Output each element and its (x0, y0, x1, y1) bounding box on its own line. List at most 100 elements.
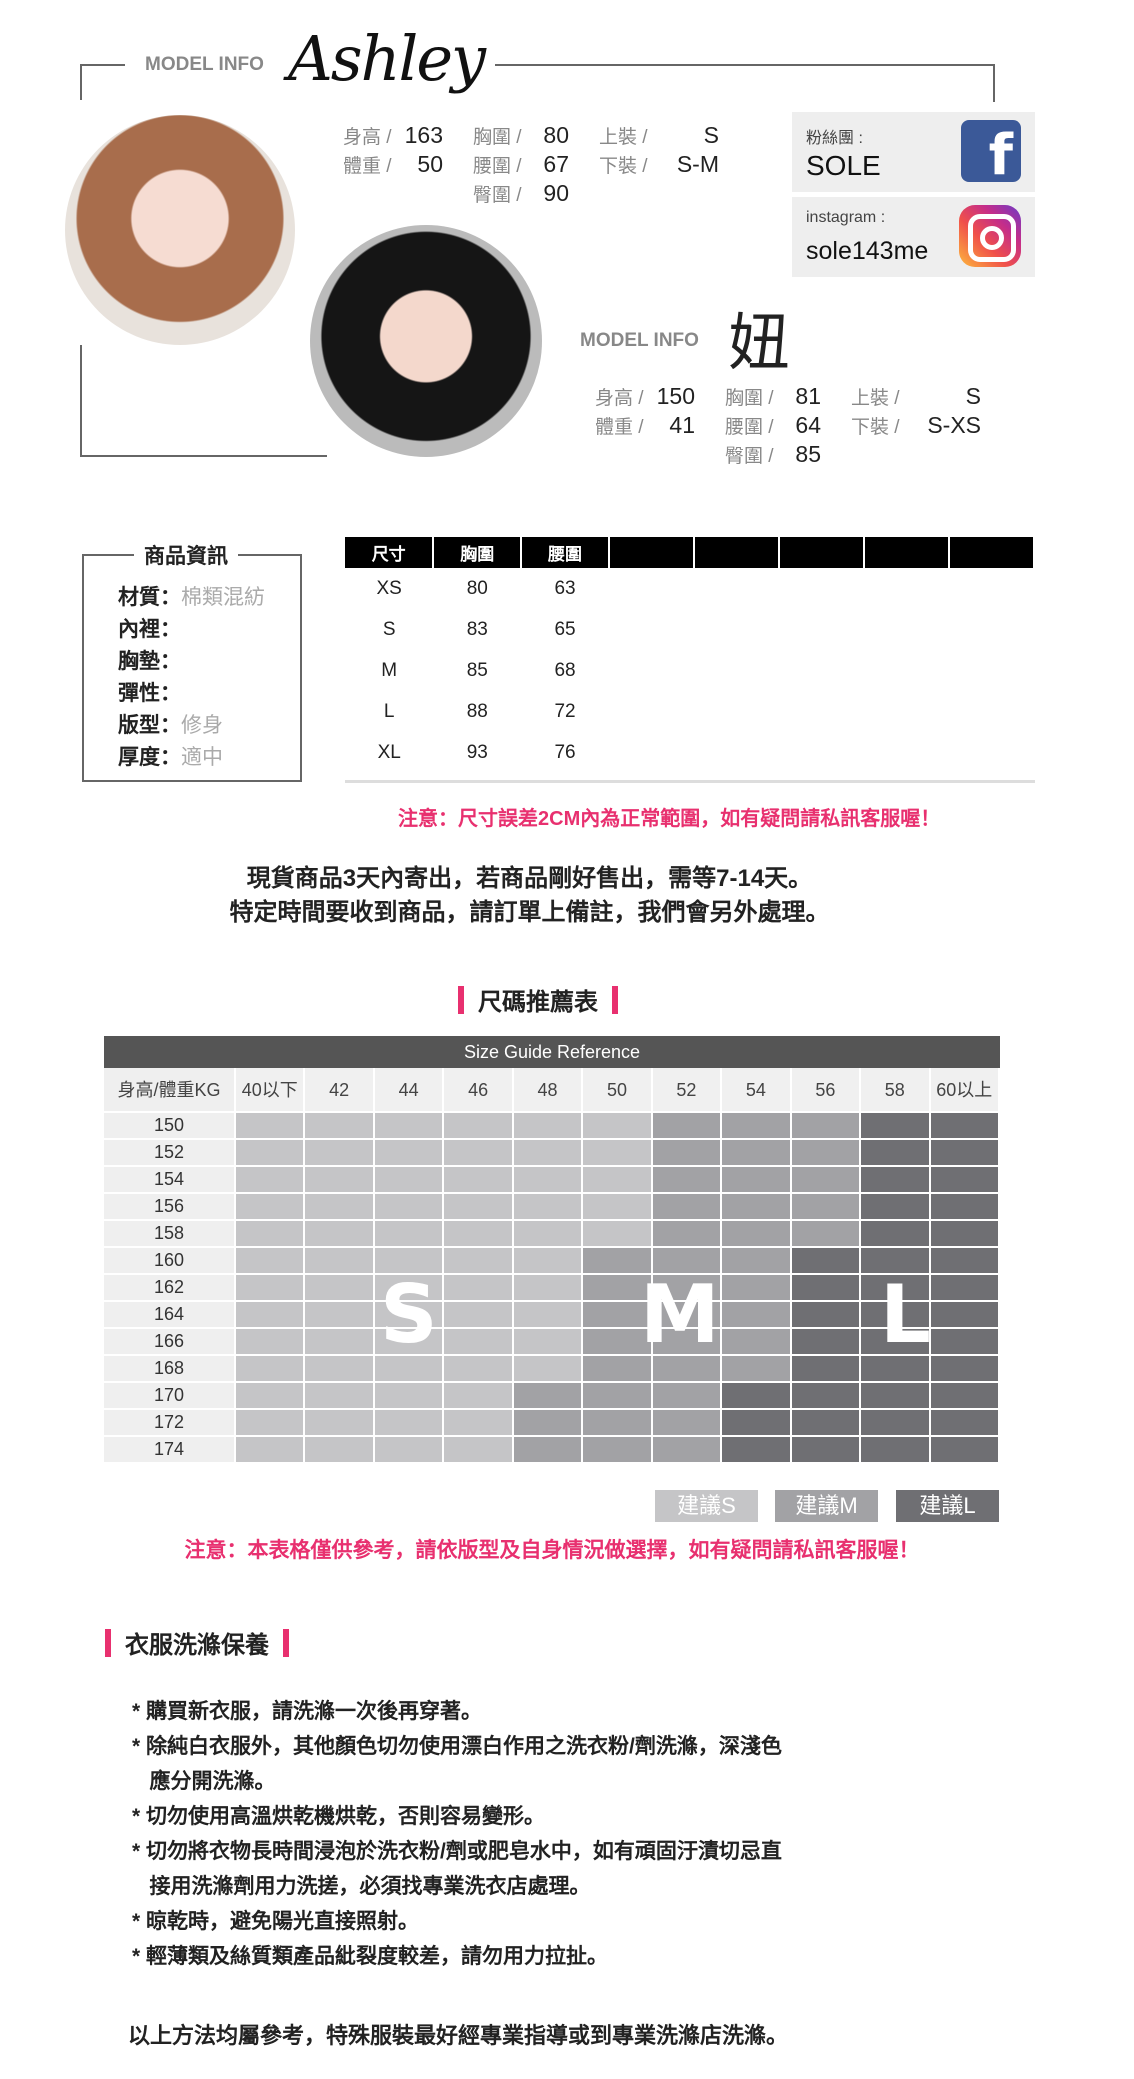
size-table-row: XS 80 63 (345, 568, 1034, 609)
size-table-cell (864, 568, 949, 609)
product-info-value: 棉類混紡 (181, 586, 265, 609)
grid-cell-s (305, 1356, 375, 1381)
grid-cell-m (583, 1329, 653, 1354)
grid-cell-s (236, 1194, 306, 1219)
grid-cell-s (444, 1329, 514, 1354)
product-info-key: 版型： (118, 714, 181, 737)
grid-cell-m (722, 1356, 792, 1381)
size-table-cell (949, 691, 1034, 732)
instagram-icon[interactable] (959, 205, 1021, 267)
stat-value (907, 441, 981, 468)
weight-header: 50 (583, 1068, 653, 1111)
grid-cell-l (861, 1275, 931, 1300)
size-table-cell (779, 568, 864, 609)
size-table-row: M 85 68 (345, 650, 1034, 691)
care-heading: 衣服洗滌保養 (105, 1625, 289, 1660)
stat-key: 胸圍 / (473, 127, 522, 148)
grid-row: 152 (104, 1140, 1000, 1167)
stat-value (653, 441, 695, 468)
product-info-box: 材質：棉類混紡 內裡： 胸墊： 彈性： 版型：修身 厚度：適中 (82, 554, 302, 782)
shipping-line: 特定時間要收到商品，請訂單上備註，我們會另外處理。 (229, 899, 830, 926)
weight-header: 44 (375, 1068, 445, 1111)
stat-value: 64 (795, 412, 821, 438)
grid-cell-s (374, 1383, 445, 1408)
grid-cell-l (791, 1383, 862, 1408)
height-label: 172 (104, 1410, 236, 1435)
grid-cell-m (652, 1140, 723, 1165)
grid-cell-s (236, 1410, 306, 1435)
grid-cell-m (652, 1221, 723, 1246)
model-photo (65, 115, 295, 345)
grid-cell-s (236, 1302, 306, 1327)
grid-cell-l (930, 1248, 1000, 1273)
size-table-cell: 76 (554, 741, 576, 763)
grid-cell-s (444, 1248, 514, 1273)
height-label: 156 (104, 1194, 236, 1219)
grid-cell-m (791, 1113, 862, 1138)
grid-cell-l (930, 1275, 1000, 1300)
grid-cell-m (583, 1437, 653, 1462)
grid-cell-s (374, 1356, 445, 1381)
stat-key: 身高 / (595, 388, 644, 409)
grid-cell-s (236, 1221, 306, 1246)
facebook-name: SOLE (806, 150, 881, 181)
grid-cell-s (305, 1113, 375, 1138)
grid-cell-s (236, 1356, 306, 1381)
stat-value: 50 (417, 151, 443, 177)
grid-cell-m (652, 1113, 723, 1138)
grid-cell-s (444, 1140, 514, 1165)
grid-cell-s (305, 1221, 375, 1246)
size-table-cell (694, 691, 779, 732)
grid-cell-m (652, 1356, 723, 1381)
size-table-cell: S (382, 618, 396, 640)
grid-cell-s (374, 1221, 445, 1246)
care-line: * 切勿將衣物長時間浸泡於洗衣粉/劑或肥皂水中，如有頑固汙漬切忌直 (132, 1840, 782, 1863)
size-table-cell: M (381, 659, 398, 681)
height-label: 150 (104, 1113, 236, 1138)
grid-cell-l (930, 1140, 1000, 1165)
grid-row: 162 (104, 1275, 1000, 1302)
grid-cell-s (513, 1329, 584, 1354)
product-info-row: 彈性： (118, 678, 265, 710)
grid-cell-m (583, 1356, 653, 1381)
facebook-card[interactable]: 粉絲團 : SOLE f (792, 112, 1035, 192)
facebook-icon[interactable]: f (961, 120, 1021, 188)
size-table-cell (864, 691, 949, 732)
grid-cell-l (930, 1437, 1000, 1462)
grid-cell-l (930, 1221, 1000, 1246)
grid-row: 160 (104, 1248, 1000, 1275)
spacer (443, 122, 473, 149)
size-table-cell (609, 568, 694, 609)
grid-cell-l (930, 1113, 1000, 1138)
grid-cell-s (513, 1302, 584, 1327)
size-table-cell (779, 691, 864, 732)
grid-cell-m (513, 1383, 584, 1408)
grid-cell-l (791, 1275, 862, 1300)
height-label: 174 (104, 1437, 236, 1462)
instagram-name: sole143me (806, 237, 929, 265)
spacer (443, 151, 473, 178)
grid-cell-s (513, 1221, 584, 1246)
frame-line (993, 64, 995, 102)
model-info-label: MODEL INFO (145, 54, 264, 75)
stat-value: S-XS (927, 412, 981, 438)
size-table-cell (694, 732, 779, 773)
grid-cell-s (236, 1329, 306, 1354)
grid-cell-m (722, 1329, 792, 1354)
spacer (695, 383, 725, 410)
stat-key (599, 180, 655, 207)
grid-cell-l (861, 1221, 931, 1246)
grid-cell-s (374, 1329, 445, 1354)
weight-header: 52 (653, 1068, 723, 1111)
stat-value: S (703, 122, 719, 148)
grid-cell-s (236, 1437, 306, 1462)
grid-cell-s (583, 1194, 653, 1219)
size-table-header: 尺寸 (345, 537, 435, 568)
grid-cell-s (444, 1113, 514, 1138)
height-label: 160 (104, 1248, 236, 1273)
grid-cell-m (583, 1410, 653, 1435)
grid-cell-l (791, 1329, 862, 1354)
instagram-card[interactable]: instagram : sole143me (792, 197, 1035, 277)
size-table-cell (949, 609, 1034, 650)
height-label: 166 (104, 1329, 236, 1354)
